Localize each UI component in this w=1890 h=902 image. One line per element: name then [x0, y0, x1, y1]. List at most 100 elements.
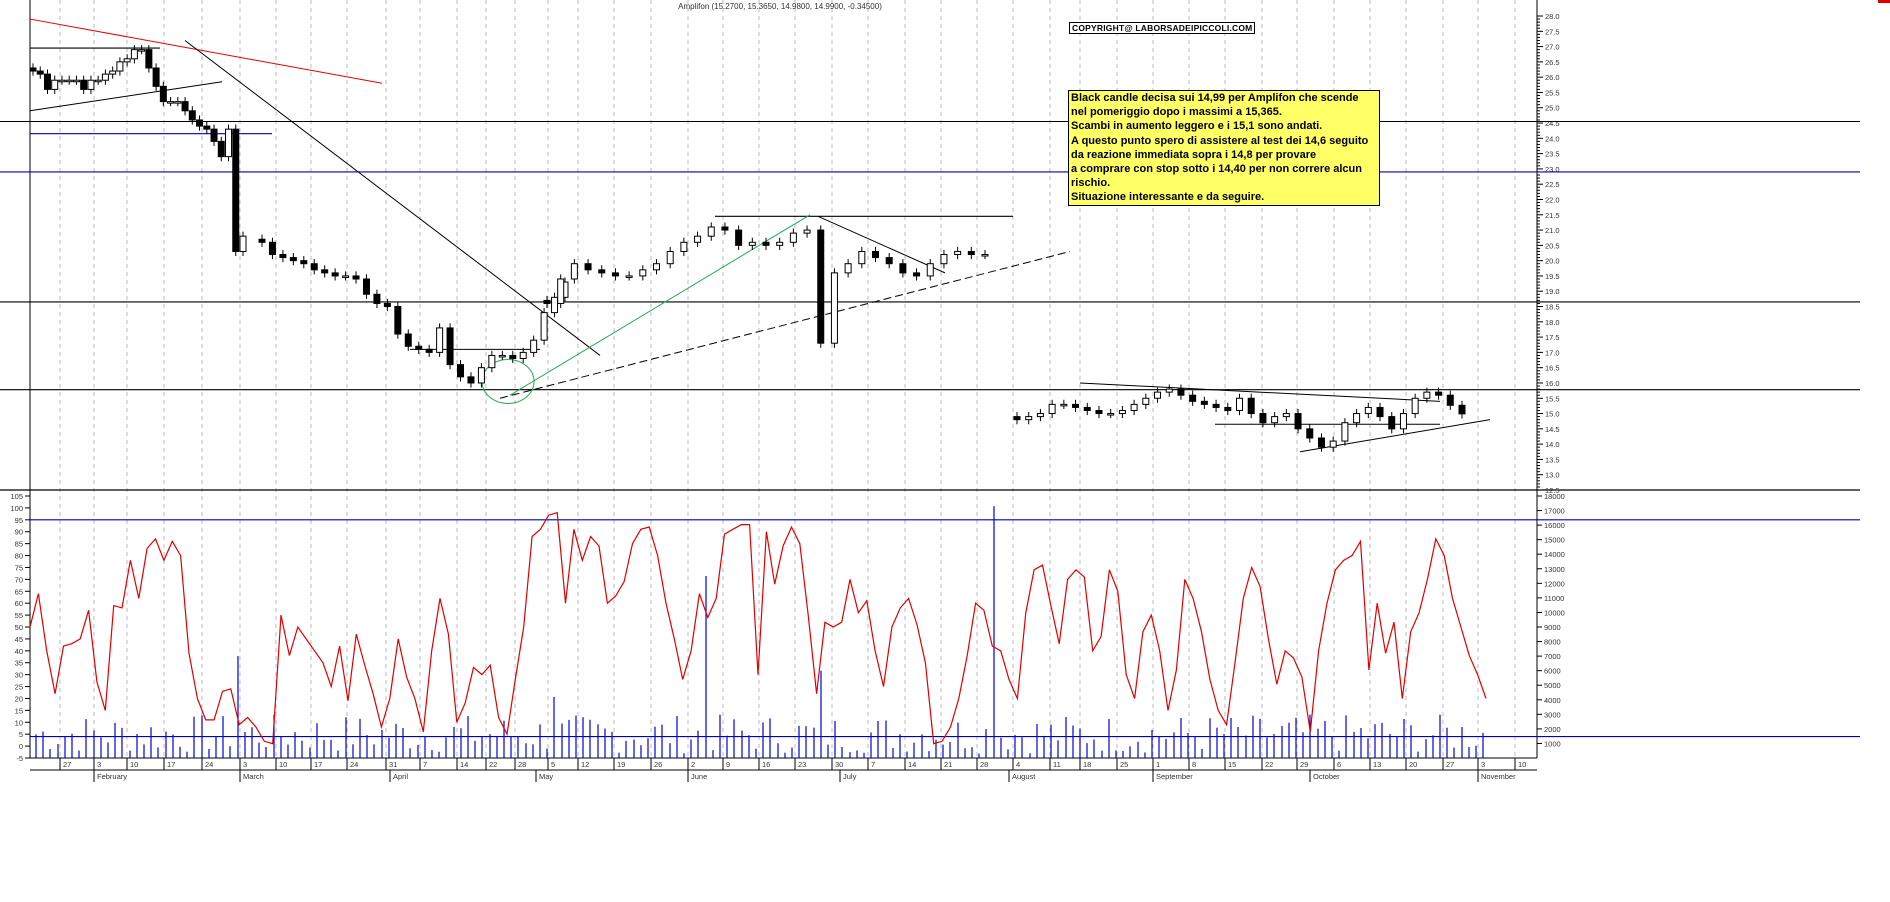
day-tick-label: 24: [205, 760, 213, 769]
price-tick-label: 24.5: [1545, 119, 1560, 128]
volume-tick-label: 13000: [1544, 565, 1565, 574]
osc-tick-label: 0: [19, 742, 23, 751]
day-tick-label: 14: [908, 760, 916, 769]
price-tick-label: 14.5: [1545, 425, 1560, 434]
candle: [1329, 440, 1337, 448]
candle: [80, 79, 88, 90]
candle: [174, 101, 182, 104]
osc-tick-label: 105: [10, 492, 23, 501]
candle: [72, 79, 80, 83]
candle: [1083, 406, 1091, 411]
candle: [666, 250, 674, 265]
corner-marker: [1878, 0, 1890, 3]
candle: [210, 128, 218, 142]
candle: [1259, 413, 1267, 424]
candle: [913, 272, 921, 277]
candle: [1013, 416, 1021, 421]
candle: [373, 293, 381, 304]
candle: [551, 296, 559, 314]
price-tick-label: 18.0: [1545, 318, 1560, 327]
candle: [680, 241, 688, 252]
candle: [1036, 413, 1044, 418]
osc-tick-label: 5: [19, 730, 23, 739]
candle: [1165, 388, 1173, 393]
candle: [138, 49, 146, 52]
volume-tick-label: 17000: [1544, 507, 1565, 516]
candle: [1107, 413, 1115, 416]
day-tick-label: 3: [97, 760, 101, 769]
trendline: [184, 40, 601, 356]
day-tick-label: 30: [835, 760, 843, 769]
chart-title: Amplifon (15.2700, 15.3650, 14.9800, 14.…: [678, 2, 882, 11]
candle: [1212, 403, 1220, 408]
candle: [694, 235, 702, 243]
osc-tick-label: 80: [15, 552, 23, 561]
day-tick-label: 17: [314, 760, 322, 769]
candle: [130, 49, 138, 60]
day-tick-label: 5: [551, 760, 555, 769]
candle: [1353, 413, 1361, 424]
candle: [436, 327, 444, 353]
osc-tick-label: 15: [15, 706, 23, 715]
month-label: November: [1481, 772, 1516, 781]
day-tick-label: 24: [350, 760, 358, 769]
candle: [1341, 422, 1349, 442]
price-tick-label: 12.5: [1545, 486, 1560, 495]
candle: [540, 312, 548, 341]
candle: [1294, 413, 1302, 430]
price-tick-label: 16.0: [1545, 379, 1560, 388]
candle: [109, 70, 117, 75]
candle: [94, 79, 102, 83]
trendline: [509, 214, 811, 396]
day-tick-label: 27: [63, 760, 71, 769]
day-tick-label: 9: [726, 760, 730, 769]
candle: [331, 272, 339, 277]
candle: [1025, 416, 1033, 421]
month-label: June: [691, 772, 707, 781]
candle: [789, 232, 797, 243]
candle: [321, 269, 329, 274]
price-tick-label: 25.0: [1545, 104, 1560, 113]
candle: [310, 263, 318, 271]
month-label: May: [539, 772, 553, 781]
candle: [817, 229, 825, 344]
candle: [639, 269, 647, 277]
candle: [557, 278, 565, 304]
candle: [279, 254, 287, 259]
candle: [611, 272, 619, 277]
volume-tick-label: 11000: [1544, 594, 1564, 603]
volume-tick-label: 8000: [1544, 638, 1561, 647]
osc-tick-label: -5: [16, 754, 23, 763]
volume-tick-label: 2000: [1544, 725, 1561, 734]
candle: [116, 61, 124, 72]
candle: [362, 278, 370, 295]
candle: [899, 263, 907, 274]
candle: [188, 110, 196, 121]
candle: [446, 327, 454, 366]
trendline: [499, 250, 1071, 399]
day-tick-label: 1: [1156, 760, 1160, 769]
volume-tick-label: 18000: [1544, 492, 1565, 501]
day-tick-label: 3: [1481, 760, 1485, 769]
osc-tick-label: 20: [15, 694, 23, 703]
candle: [167, 101, 175, 104]
osc-tick-label: 45: [15, 635, 23, 644]
day-tick-label: 12: [581, 760, 589, 769]
candle: [352, 275, 360, 280]
candle: [217, 140, 225, 158]
price-tick-label: 21.5: [1545, 211, 1560, 220]
candle: [36, 70, 44, 75]
trendline: [817, 215, 946, 274]
candle: [51, 79, 59, 90]
day-tick-label: 22: [1265, 760, 1273, 769]
day-tick-label: 13: [1373, 760, 1381, 769]
month-label: August: [1012, 772, 1036, 781]
osc-tick-label: 55: [15, 611, 23, 620]
price-tick-label: 21.0: [1545, 226, 1560, 235]
trendline: [29, 81, 223, 112]
candle: [1177, 388, 1185, 396]
candle: [225, 128, 233, 158]
candle: [872, 250, 879, 259]
trendline: [29, 18, 383, 84]
